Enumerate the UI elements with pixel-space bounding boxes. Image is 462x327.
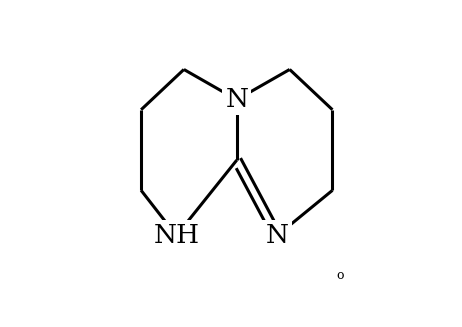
Text: N: N bbox=[266, 223, 289, 248]
Text: o: o bbox=[336, 269, 344, 283]
Text: NH: NH bbox=[153, 223, 200, 248]
Text: N: N bbox=[225, 87, 248, 112]
